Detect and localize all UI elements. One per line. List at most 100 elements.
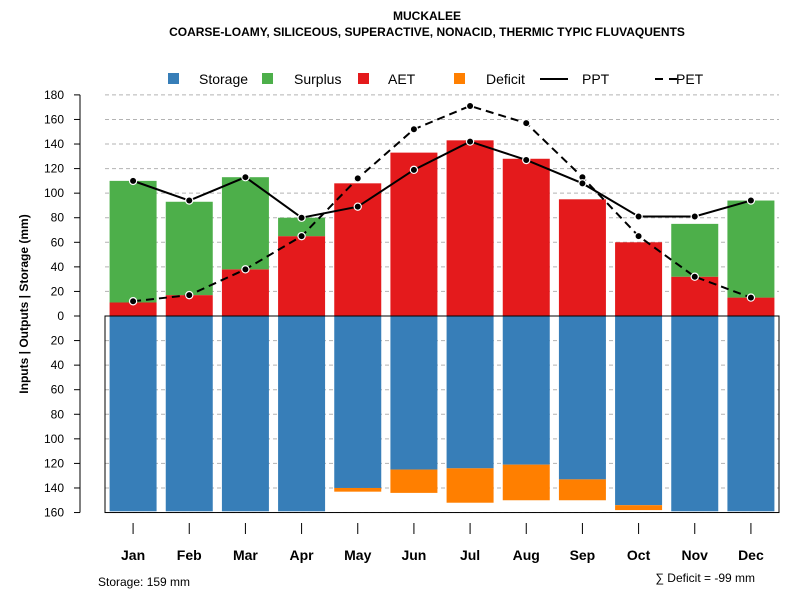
ppt-point — [409, 165, 419, 175]
surplus-bar — [278, 217, 326, 237]
aet-bar — [221, 269, 269, 316]
aet-bar — [278, 236, 326, 316]
pet-point — [465, 101, 475, 111]
y-tick-label: 40 — [51, 358, 65, 372]
ppt-point — [353, 202, 362, 211]
pet-point — [522, 118, 531, 128]
ppt-point — [522, 155, 531, 165]
surplus-bar — [221, 177, 269, 270]
storage-bar — [278, 316, 326, 512]
storage-panel-frame — [104, 315, 780, 514]
aet-bar — [446, 140, 494, 316]
storage-bar — [502, 316, 550, 465]
surplus-bar — [109, 180, 157, 303]
ppt-line — [132, 140, 752, 219]
y-tick-label: 0 — [57, 309, 64, 323]
aet-bar — [165, 295, 213, 316]
ppt-point — [690, 212, 699, 221]
pet-line — [132, 104, 752, 303]
ppt-point — [297, 213, 306, 222]
y-tick-label: 100 — [44, 186, 64, 200]
y-tick-label: 180 — [44, 88, 64, 102]
chart-title: MUCKALEE — [393, 9, 461, 23]
ppt-point — [578, 179, 587, 188]
x-tick-label: Apr — [290, 547, 315, 563]
legend-label: PET — [676, 71, 704, 87]
axes: 180 160 140 120 100 80 60 40 20 0 20 40 60 80 100 120 14… — [44, 88, 780, 563]
x-tick-label: Dec — [738, 547, 764, 563]
pet-point — [690, 272, 699, 281]
aet-bar — [109, 302, 157, 316]
x-tick-label: Jun — [401, 547, 426, 563]
y-tick-label: 160 — [44, 112, 64, 126]
x-tick-label: Oct — [627, 547, 651, 563]
aet-bar — [615, 242, 663, 316]
deficit-bar — [502, 464, 550, 501]
storage-bar — [221, 316, 269, 512]
y-tick-label: 120 — [44, 162, 64, 176]
y-tick-label: 40 — [51, 260, 65, 274]
pet-point — [128, 297, 138, 306]
storage-bar — [165, 316, 213, 512]
x-tick-label: Jan — [121, 547, 145, 563]
legend-swatch — [262, 73, 273, 84]
storage-footnote: Storage: 159 mm — [98, 575, 190, 589]
legend-swatch — [454, 73, 465, 84]
storage-bar — [334, 316, 382, 488]
x-tick-label: Feb — [177, 547, 202, 563]
pet-point — [634, 231, 643, 241]
y-tick-label: 120 — [44, 456, 64, 470]
y-tick-label: 80 — [51, 407, 65, 421]
aet-bar — [390, 152, 438, 316]
ppt-point — [465, 137, 475, 146]
legend: Storage Surplus AET Deficit PPT PET — [168, 71, 704, 87]
ppt-point — [634, 212, 643, 221]
bars — [109, 140, 775, 512]
storage-bar — [615, 316, 663, 506]
pet-point — [746, 293, 756, 302]
legend-label: Deficit — [486, 71, 525, 87]
deficit-bar — [390, 469, 438, 493]
y-tick-label: 140 — [44, 137, 64, 151]
ppt-point — [746, 196, 756, 205]
y-tick-label: 60 — [51, 383, 65, 397]
legend-swatch — [358, 73, 369, 84]
storage-bar — [727, 316, 775, 512]
storage-bar — [671, 316, 719, 512]
legend-label: Storage — [199, 71, 248, 87]
chart-subtitle: COARSE-LOAMY, SILICEOUS, SUPERACTIVE, NO… — [169, 25, 685, 39]
y-tick-label: 160 — [44, 506, 64, 520]
ppt-point — [185, 196, 194, 205]
storage-bar — [446, 316, 494, 469]
y-axis-label: Inputs | Outputs | Storage (mm) — [17, 214, 31, 393]
x-tick-label: Sep — [570, 547, 596, 563]
aet-bar — [558, 199, 606, 316]
legend-label: AET — [388, 71, 416, 87]
pet-point — [297, 231, 306, 241]
legend-label: Surplus — [294, 71, 341, 87]
x-tick-label: Nov — [682, 547, 709, 563]
aet-bar — [727, 297, 775, 316]
y-tick-label: 60 — [51, 235, 65, 249]
surplus-bar — [165, 201, 213, 296]
x-tick-label: Aug — [513, 547, 540, 563]
y-tick-label: 80 — [51, 211, 65, 225]
deficit-footnote: ∑ Deficit = -99 mm — [655, 571, 755, 585]
y-tick-label: 20 — [51, 334, 65, 348]
y-tick-label: 100 — [44, 432, 64, 446]
x-tick-label: Jul — [460, 547, 480, 563]
deficit-bar — [615, 505, 663, 511]
legend-swatch — [168, 73, 179, 84]
series-lines — [128, 101, 756, 306]
storage-bar — [390, 316, 438, 470]
ppt-point — [241, 172, 250, 182]
y-tick-label: 140 — [44, 481, 64, 495]
y-tick-label: 20 — [51, 284, 65, 298]
pet-point — [241, 265, 250, 274]
x-tick-label: Mar — [233, 547, 258, 563]
deficit-bar — [446, 468, 494, 503]
legend-label: PPT — [582, 71, 610, 87]
storage-bar — [558, 316, 606, 480]
gridlines — [105, 94, 779, 514]
